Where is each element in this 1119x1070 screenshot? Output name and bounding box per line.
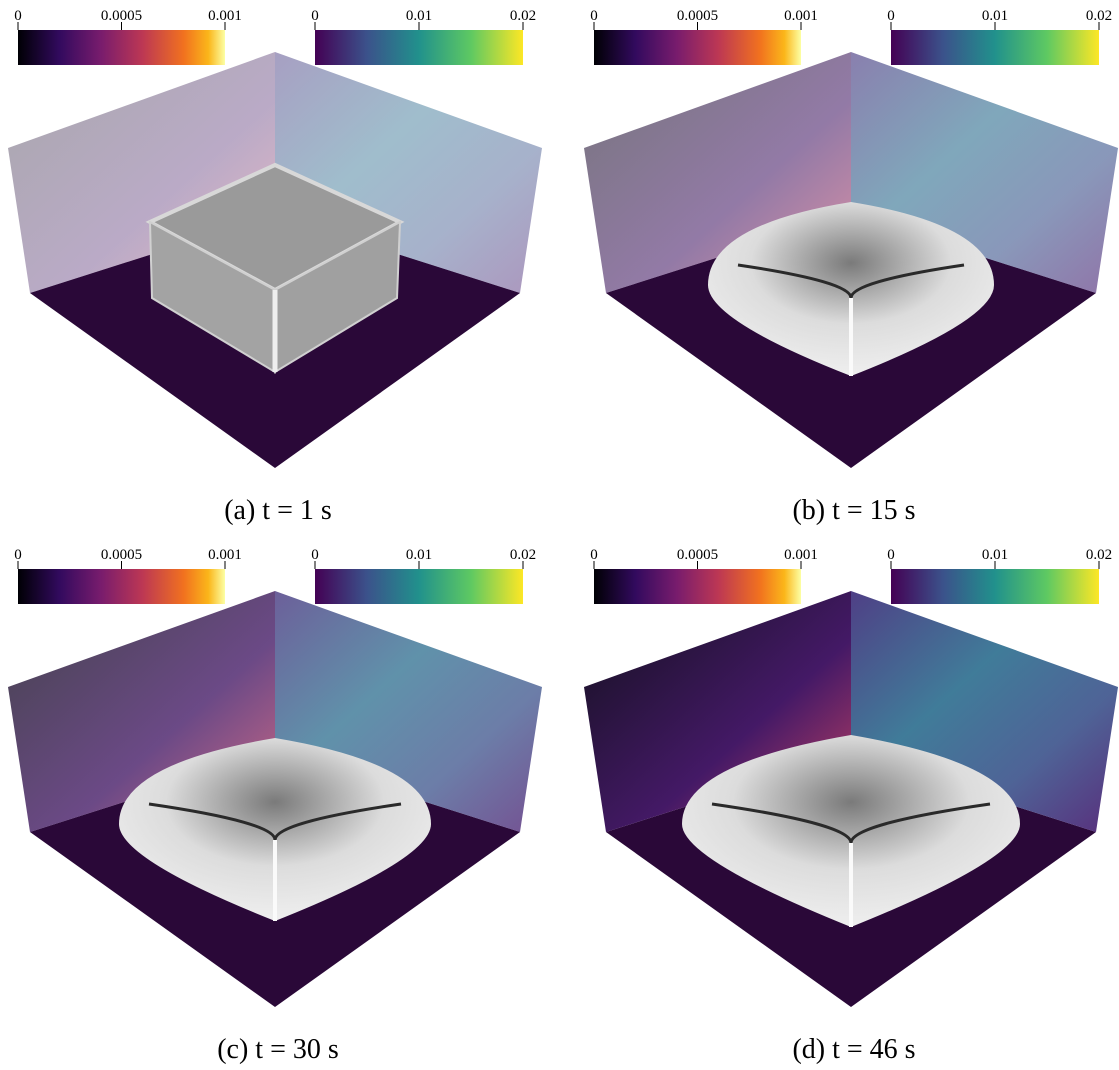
panel-caption: (c) t = 30 s [217,1034,339,1065]
colorbar-tick-label: 0 [887,8,895,24]
colorbar [315,569,523,604]
colorbar-tick-label: 0.02 [1086,8,1112,24]
colorbar-tick-label: 0.0005 [101,547,142,563]
colorbar-tick-label: 0 [590,8,598,24]
panel: 0 0.0005 0.001 0 0.01 0.02 (c) t = 30 s [8,547,542,1065]
panel: 0 0.0005 0.001 0 0.01 0.02 (d) t = 46 s [584,547,1118,1065]
panel: 0 0.0005 0.001 0 0.01 0.02 (b) t = 15 s [584,8,1118,526]
figure: 00.00050.00100.010.02(a) t = 1 s00.00050… [0,0,1119,1070]
colorbar-tick-label: 0.001 [208,547,242,563]
colorbar [594,30,801,65]
colorbar-tick-label: 0.0005 [677,547,718,563]
colorbar-tick-label: 0 [14,8,22,24]
colorbar-tick-label: 0.01 [982,8,1008,24]
colorbar [315,30,523,65]
colorbar-tick-label: 0 [311,547,319,563]
colorbar [18,30,225,65]
colorbar-tick-label: 0 [311,8,319,24]
colorbar-tick-label: 0.01 [406,547,432,563]
panel-caption: (a) t = 1 s [224,495,332,526]
colorbar-tick-label: 0.02 [510,8,536,24]
colorbar-tick-label: 0.01 [982,547,1008,563]
colorbar [891,569,1099,604]
colorbar [594,569,801,604]
colorbar-tick-label: 0.001 [208,8,242,24]
colorbar-tick-label: 0.0005 [677,8,718,24]
colorbar-tick-label: 0.02 [510,547,536,563]
panel-caption: (b) t = 15 s [792,495,915,526]
colorbar-tick-label: 0.02 [1086,547,1112,563]
colorbar [18,569,225,604]
colorbar-tick-label: 0 [887,547,895,563]
colorbar-tick-label: 0.0005 [101,8,142,24]
panel: 0 0.0005 0.001 0 0.01 0.02 (a) t = 1 s [8,8,542,526]
colorbar-tick-label: 0.001 [784,8,818,24]
colorbar-tick-label: 0.01 [406,8,432,24]
colorbar-tick-label: 0 [14,547,22,563]
colorbar [891,30,1099,65]
colorbar-tick-label: 0 [590,547,598,563]
colorbar-tick-label: 0.001 [784,547,818,563]
panel-caption: (d) t = 46 s [792,1034,915,1065]
